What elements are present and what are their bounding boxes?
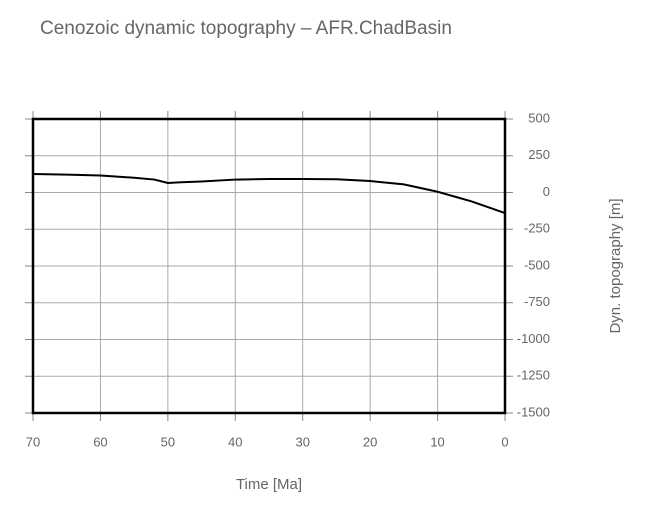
y-axis-label: Dyn. topography [m] <box>607 198 624 333</box>
x-tick-label: 20 <box>363 434 377 449</box>
x-tick-label: 0 <box>501 434 508 449</box>
x-tick-label: 40 <box>228 434 242 449</box>
plot-frame <box>31 117 507 415</box>
x-tick-label: 70 <box>26 434 40 449</box>
x-tick-label: 60 <box>93 434 107 449</box>
y-tick-label: 500 <box>528 110 550 125</box>
y-tick-label: -250 <box>524 221 550 236</box>
data-line <box>32 172 506 215</box>
x-axis-label: Time [Ma] <box>236 476 302 493</box>
y-tick-label: -500 <box>524 257 550 272</box>
y-tick-label: -1500 <box>517 404 550 419</box>
y-tick-label: -1250 <box>517 368 550 383</box>
x-tick-label: 10 <box>430 434 444 449</box>
y-tick-label: 250 <box>528 147 550 162</box>
y-tick-label: -750 <box>524 294 550 309</box>
x-tick-label: 30 <box>295 434 309 449</box>
chart-title: Cenozoic dynamic topography – AFR.ChadBa… <box>40 18 452 39</box>
y-tick-label: -1000 <box>517 331 550 346</box>
y-tick-label: 0 <box>543 184 550 199</box>
x-tick-label: 50 <box>161 434 175 449</box>
